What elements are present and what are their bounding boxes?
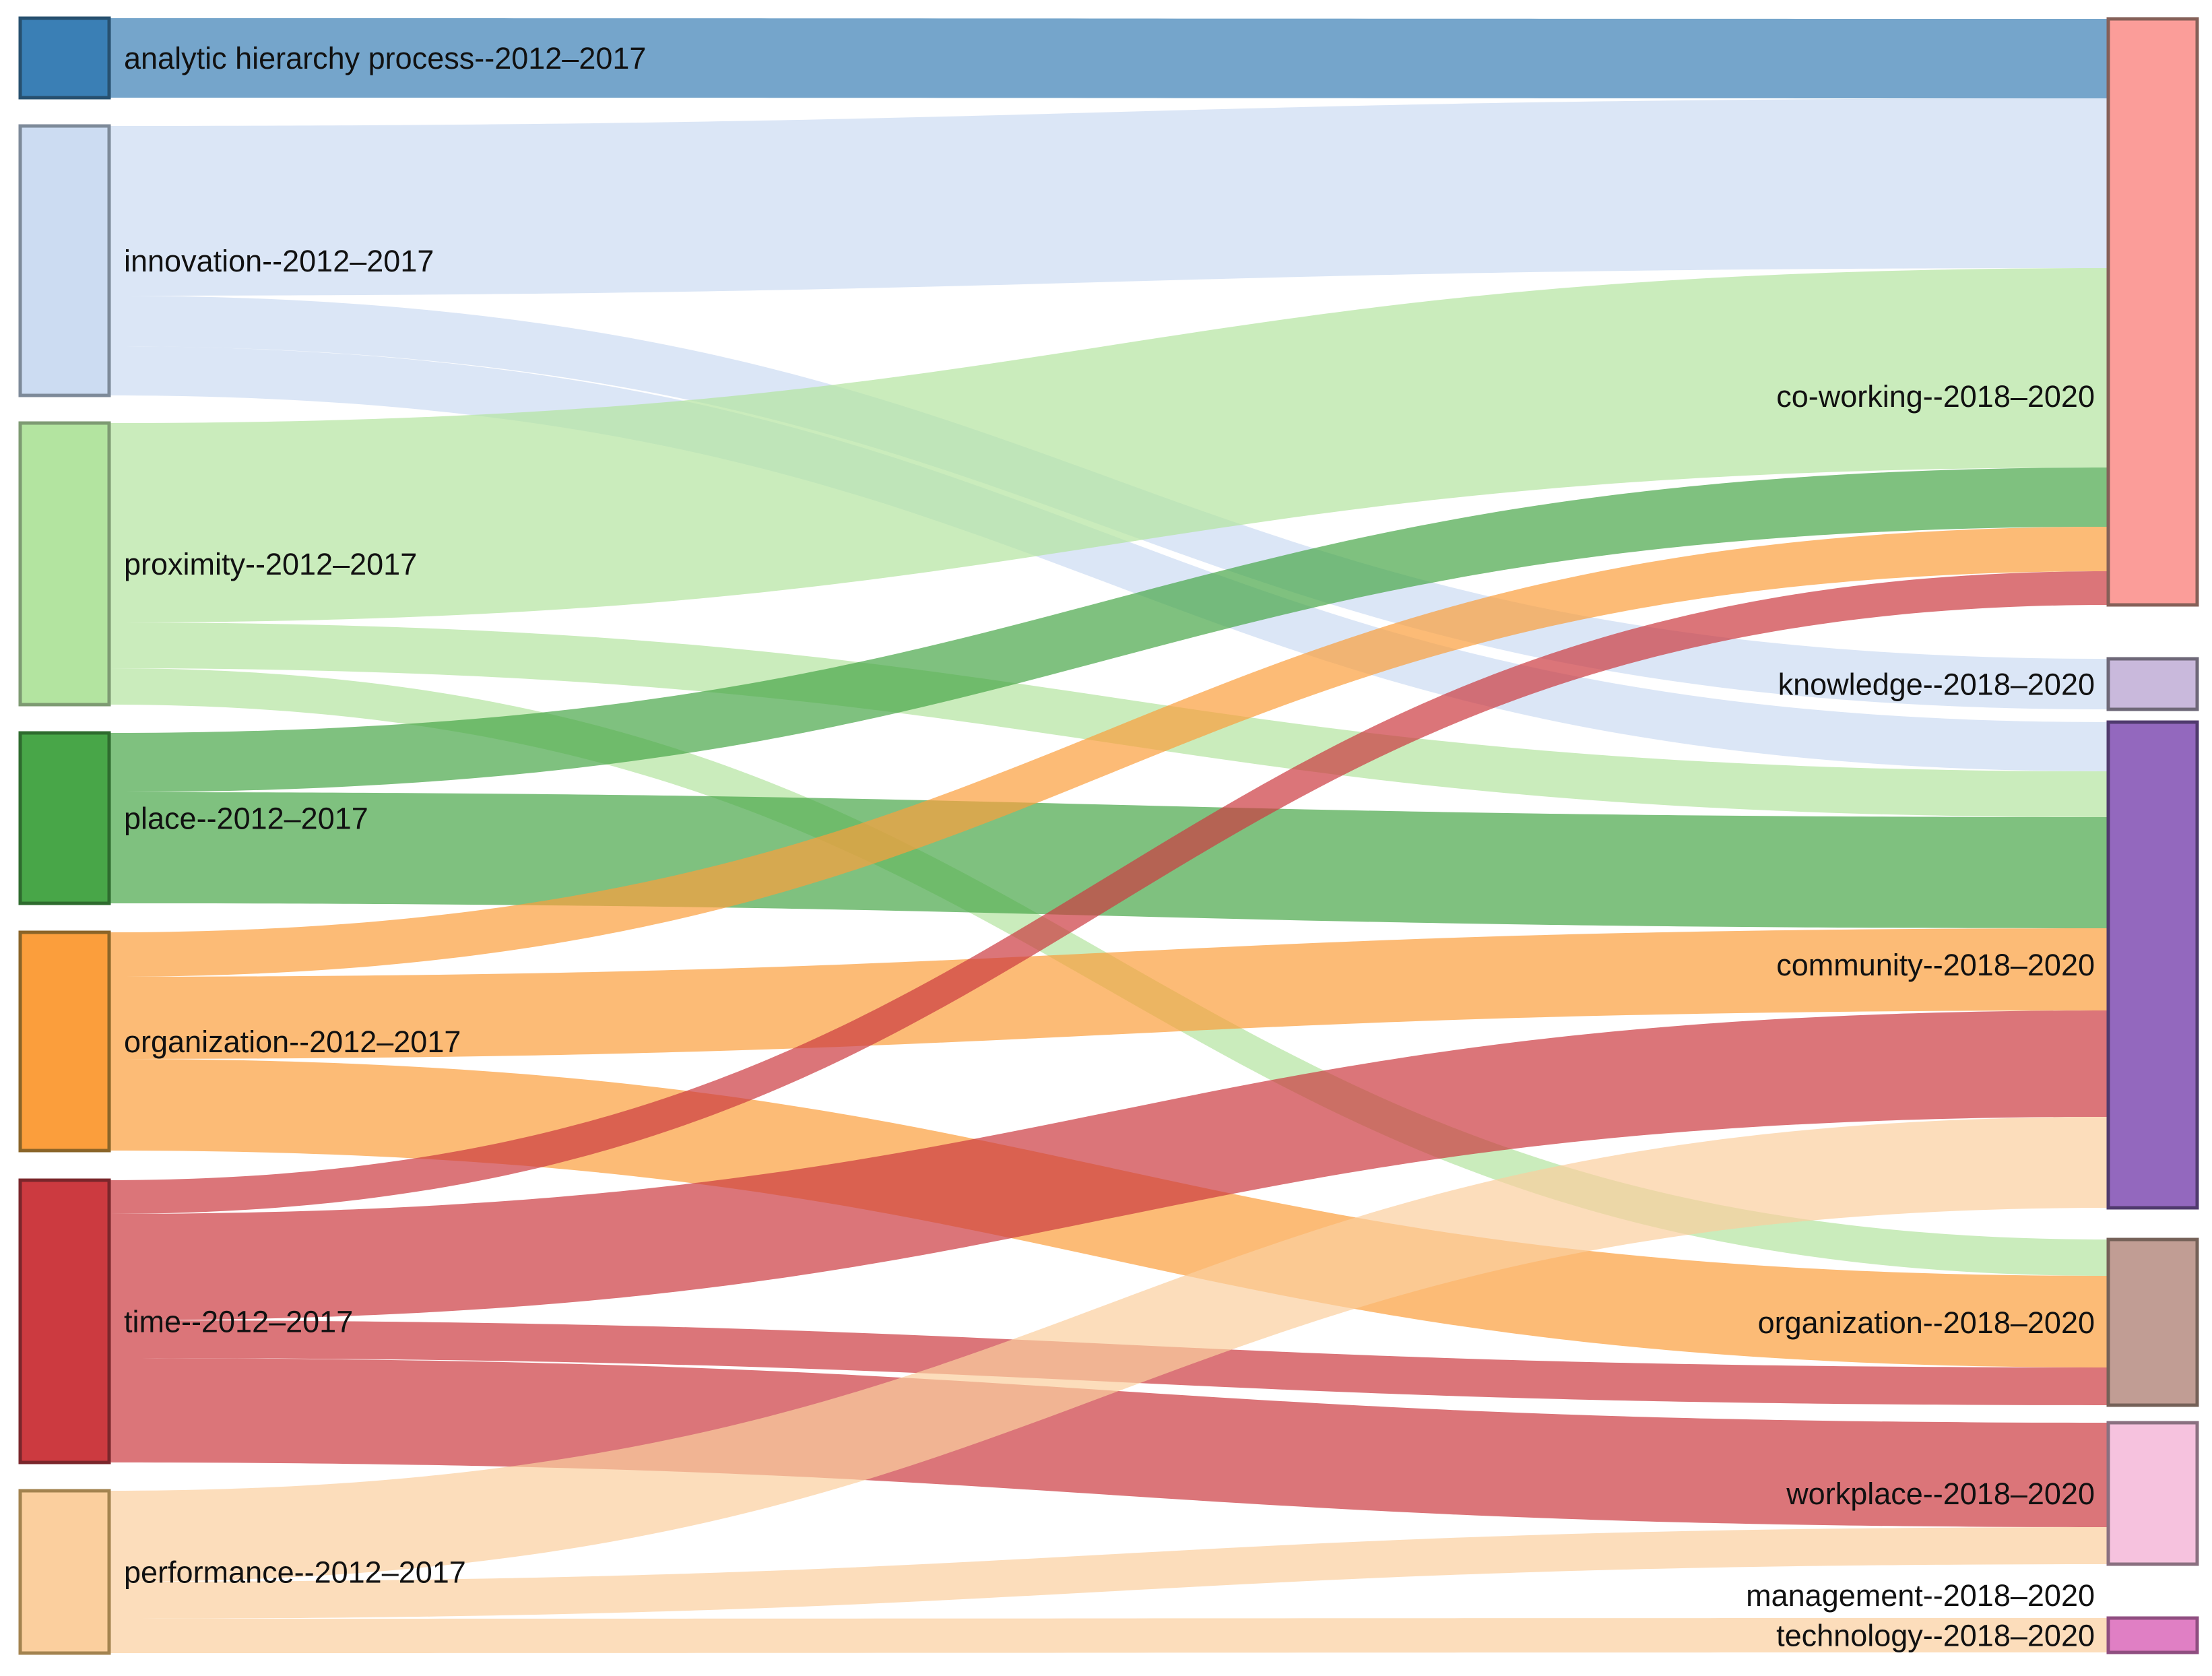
link-performance--technology bbox=[109, 1618, 2108, 1653]
node-community bbox=[2106, 720, 2199, 1210]
label-management: management--2018–2020 bbox=[1746, 1578, 2095, 1613]
node-proximity bbox=[18, 421, 111, 707]
label-place: place--2012–2017 bbox=[124, 801, 368, 835]
label-innovation: innovation--2012–2017 bbox=[124, 244, 434, 278]
label-community: community--2018–2020 bbox=[1776, 948, 2095, 982]
label-time: time--2012–2017 bbox=[124, 1304, 353, 1339]
node-innovation bbox=[18, 124, 111, 397]
node-co-working bbox=[2106, 17, 2199, 607]
node-organization-2012 bbox=[18, 930, 111, 1153]
node-time bbox=[18, 1178, 111, 1464]
labels-layer: analytic hierarchy process--2012–2017 inn… bbox=[124, 41, 2095, 1653]
label-workplace: workplace--2018–2020 bbox=[1786, 1477, 2095, 1511]
node-workplace bbox=[2106, 1421, 2199, 1566]
link-proximity--community bbox=[109, 622, 2108, 817]
node-performance bbox=[18, 1489, 111, 1655]
label-performance: performance--2012–2017 bbox=[124, 1555, 466, 1589]
link-performance--workplace bbox=[109, 1527, 2108, 1619]
node-technology bbox=[2106, 1616, 2199, 1654]
node-knowledge bbox=[2106, 657, 2199, 711]
link-organization-2012--co-working bbox=[109, 527, 2108, 977]
link-time--workplace bbox=[109, 1358, 2108, 1527]
link-place--co-working bbox=[109, 468, 2108, 792]
label-proximity: proximity--2012–2017 bbox=[124, 547, 417, 581]
node-organization-2018 bbox=[2106, 1237, 2199, 1407]
link-time--community bbox=[109, 1010, 2108, 1320]
label-analytic-hierarchy-process: analytic hierarchy process--2012–2017 bbox=[124, 41, 646, 75]
link-organization-2012--community bbox=[109, 928, 2108, 1059]
link-innovation--community bbox=[109, 346, 2108, 771]
links-layer bbox=[109, 18, 2108, 1653]
label-technology: technology--2018–2020 bbox=[1776, 1618, 2095, 1652]
label-knowledge: knowledge--2018–2020 bbox=[1778, 667, 2095, 701]
link-proximity--co-working bbox=[109, 268, 2108, 622]
link-time--co-working bbox=[109, 571, 2108, 1214]
label-co-working: co-working--2018–2020 bbox=[1776, 379, 2095, 414]
link-innovation--co-working bbox=[109, 98, 2108, 296]
link-analytic-hierarchy-process--co-working bbox=[109, 18, 2108, 98]
label-organization-2018: organization--2018–2020 bbox=[1758, 1306, 2095, 1340]
label-organization-2012: organization--2012–2017 bbox=[124, 1025, 461, 1059]
link-performance--community bbox=[109, 1117, 2108, 1582]
node-analytic-hierarchy-process bbox=[18, 16, 111, 100]
node-place bbox=[18, 731, 111, 905]
nodes-layer bbox=[18, 16, 2199, 1655]
